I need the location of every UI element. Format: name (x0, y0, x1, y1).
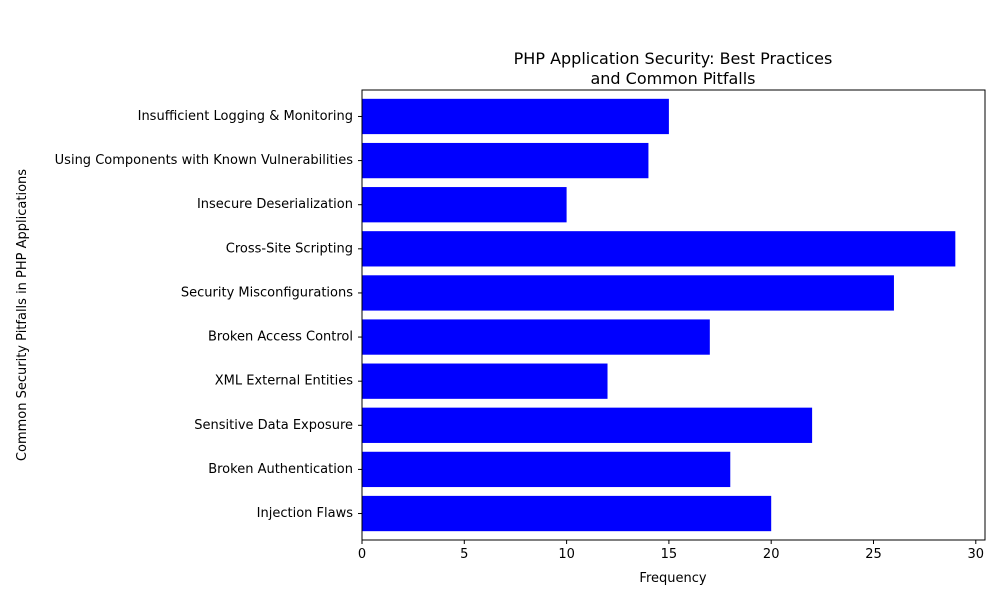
y-tick-label: Insufficient Logging & Monitoring (138, 109, 353, 124)
x-axis-ticks: 0 5 10 15 20 25 30 (358, 540, 984, 562)
y-tick-label: Security Misconfigurations (181, 285, 353, 300)
y-tick-label: Sensitive Data Exposure (194, 418, 353, 433)
bar (362, 495, 772, 532)
bar (362, 363, 608, 399)
x-tick-label: 30 (968, 547, 985, 562)
y-tick-label: Broken Authentication (208, 462, 353, 477)
y-axis-ticks: Injection Flaws Broken Authentication Sens… (55, 109, 362, 521)
bar (362, 187, 567, 223)
bar (362, 98, 669, 135)
bar (362, 451, 731, 488)
bar (362, 275, 894, 311)
chart-title-line-1: PHP Application Security: Best Practices (514, 49, 833, 68)
y-tick-label: Using Components with Known Vulnerabilit… (55, 153, 354, 168)
bars-group (362, 98, 956, 532)
x-tick-label: 20 (763, 547, 780, 562)
y-axis-label: Common Security Pitfalls in PHP Applicat… (15, 169, 30, 461)
y-tick-label: Insecure Deserialization (197, 197, 353, 212)
bar (362, 319, 710, 355)
y-tick-label: Cross-Site Scripting (226, 241, 353, 256)
x-tick-label: 15 (661, 547, 678, 562)
x-tick-label: 25 (865, 547, 882, 562)
bar (362, 231, 956, 267)
plot-frame (361, 89, 986, 541)
x-tick-label: 0 (358, 547, 366, 562)
y-tick-label: Injection Flaws (257, 506, 354, 521)
bar (362, 142, 649, 179)
y-tick-label: XML External Entities (215, 374, 353, 389)
x-axis-label: Frequency (639, 571, 706, 586)
y-tick-label: Broken Access Control (208, 330, 353, 345)
x-tick-label: 10 (558, 547, 575, 562)
bar (362, 407, 813, 443)
chart-title-line-2: and Common Pitfalls (590, 69, 755, 88)
x-tick-label: 5 (460, 547, 468, 562)
